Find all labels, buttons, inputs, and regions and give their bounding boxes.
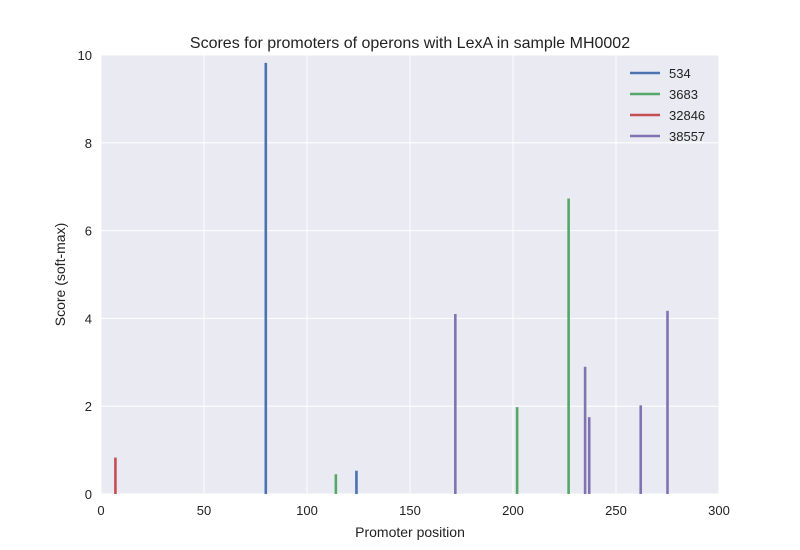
y-tick-label: 10 [78,48,92,63]
legend-label: 534 [669,66,691,81]
series-3683 [334,198,570,494]
legend-item: 38557 [630,129,705,144]
y-tick-label: 0 [85,487,92,502]
x-tick-label: 300 [708,503,730,518]
series-534 [264,62,358,494]
series-38557 [454,310,669,494]
x-axis-ticks: 0 50 100 150 200 250 300 [97,503,729,518]
legend-label: 3683 [669,87,698,102]
y-tick-label: 6 [85,224,92,239]
legend-item: 32846 [630,108,705,123]
x-tick-label: 150 [399,503,421,518]
legend-item: 534 [630,66,691,81]
x-tick-label: 200 [502,503,524,518]
y-axis-label: Score (soft-max) [52,223,68,326]
legend-label: 32846 [669,108,705,123]
y-axis-ticks: 0 2 4 6 8 10 [78,48,92,502]
y-tick-label: 2 [85,399,92,414]
chart-title: Scores for promoters of operons with Lex… [190,35,630,52]
x-tick-label: 250 [605,503,627,518]
legend-label: 38557 [669,129,705,144]
x-tick-label: 50 [197,503,211,518]
series-layer [114,62,669,494]
legend-item: 3683 [630,87,698,102]
y-tick-label: 8 [85,136,92,151]
legend: 534 3683 32846 38557 [630,66,705,144]
y-tick-label: 4 [85,311,92,326]
x-tick-label: 100 [296,503,318,518]
x-axis-label: Promoter position [355,524,465,540]
x-tick-label: 0 [97,503,104,518]
grid [100,54,720,495]
